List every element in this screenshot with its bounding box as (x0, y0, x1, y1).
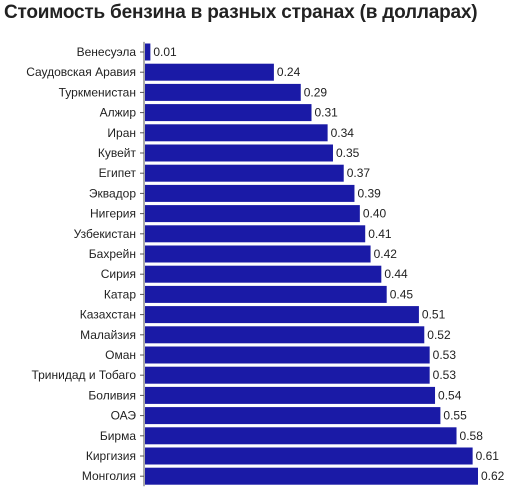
value-label: 0.55 (443, 409, 467, 423)
category-label: Малайзия (80, 328, 136, 342)
chart-title: Стоимость бензина в разных странах (в до… (4, 2, 478, 23)
category-label: Монголия (82, 469, 136, 483)
bar (145, 447, 473, 465)
bar (145, 124, 328, 142)
value-label: 0.41 (368, 227, 392, 241)
value-label: 0.58 (460, 429, 484, 443)
category-label: Киргизия (86, 449, 136, 463)
category-label: Бахрейн (89, 247, 136, 261)
bar (145, 346, 430, 364)
bar (145, 427, 457, 445)
value-label: 0.53 (433, 348, 457, 362)
category-label: Оман (105, 348, 136, 362)
bar (145, 467, 478, 485)
value-label: 0.51 (422, 308, 446, 322)
value-label: 0.42 (374, 247, 398, 261)
bar (145, 306, 419, 324)
category-label: Венесуэла (77, 45, 137, 59)
bar (145, 184, 355, 202)
category-label: Сирия (101, 267, 136, 281)
value-label: 0.37 (347, 166, 371, 180)
value-label: 0.31 (315, 106, 339, 120)
value-label: 0.39 (357, 186, 381, 200)
category-label: Бирма (100, 429, 137, 443)
bar (145, 366, 430, 384)
category-label: Кувейт (98, 146, 137, 160)
value-label: 0.34 (331, 126, 355, 140)
category-label: Алжир (100, 106, 137, 120)
bar (145, 386, 436, 404)
value-label: 0.53 (433, 368, 457, 382)
value-label: 0.29 (304, 85, 328, 99)
category-label: Иран (107, 126, 136, 140)
category-label: Нигерия (90, 207, 136, 221)
bar (145, 225, 366, 243)
bar (145, 407, 441, 425)
category-label: Тринидад и Тобаго (31, 368, 136, 382)
bar (145, 43, 151, 61)
category-label: Казахстан (80, 308, 136, 322)
category-label: Туркменистан (59, 85, 136, 99)
bar (145, 104, 312, 122)
category-label: Катар (104, 287, 136, 301)
value-label: 0.01 (153, 45, 177, 59)
bar (145, 83, 301, 101)
value-label: 0.61 (476, 449, 500, 463)
category-label: Узбекистан (74, 227, 136, 241)
value-label: 0.52 (427, 328, 451, 342)
category-label: Эквадор (89, 186, 136, 200)
bar (145, 265, 382, 283)
bar (145, 285, 387, 303)
bar (145, 245, 371, 263)
value-label: 0.54 (438, 388, 462, 402)
bar (145, 63, 274, 81)
value-label: 0.35 (336, 146, 360, 160)
bar (145, 144, 333, 162)
value-label: 0.44 (384, 267, 408, 281)
value-label: 0.24 (277, 65, 301, 79)
value-label: 0.45 (390, 287, 414, 301)
category-label: Саудовская Аравия (26, 65, 136, 79)
category-label: Боливия (88, 388, 136, 402)
bar (145, 164, 344, 182)
bar (145, 205, 360, 223)
value-label: 0.40 (363, 207, 387, 221)
value-label: 0.62 (481, 469, 505, 483)
bar (145, 326, 425, 344)
category-label: Египет (99, 166, 137, 180)
category-label: ОАЭ (111, 409, 137, 423)
